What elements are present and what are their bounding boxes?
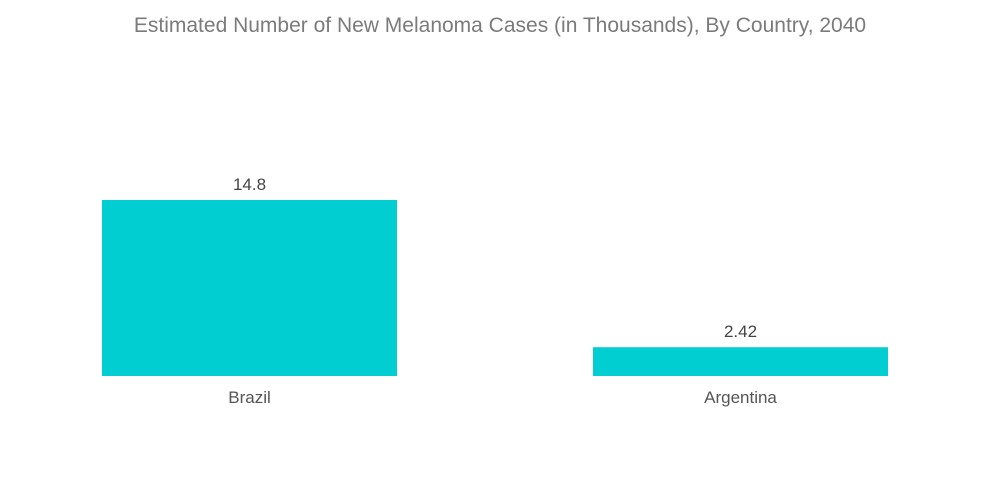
value-label-brazil: 14.8 — [233, 175, 266, 194]
value-label-argentina: 2.42 — [724, 322, 757, 341]
bar-argentina — [593, 347, 888, 376]
chart-title: Estimated Number of New Melanoma Cases (… — [133, 14, 867, 37]
bar-brazil — [102, 200, 397, 376]
x-tick-label-argentina: Argentina — [704, 388, 777, 407]
x-tick-label-brazil: Brazil — [228, 388, 271, 407]
